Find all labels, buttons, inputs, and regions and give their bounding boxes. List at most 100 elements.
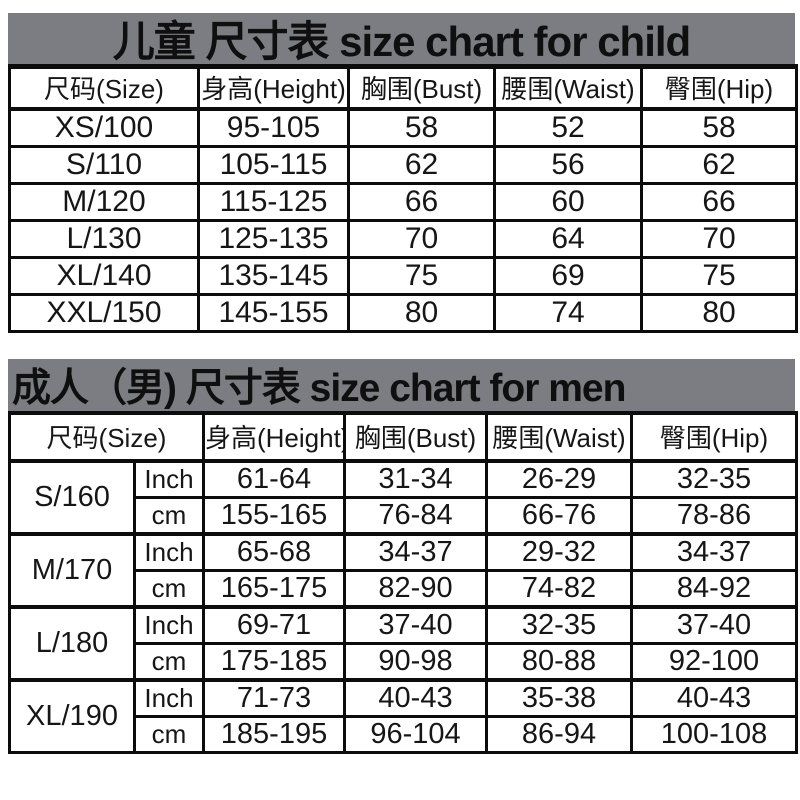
- child-size-chart: 儿童 尺寸表 size chart for child 尺码(Size) 身高(…: [8, 13, 798, 333]
- column-header-waist: 腰围(Waist): [485, 410, 633, 463]
- table-row: M/170 Inch 65-68 34-37 29-32 34-37: [8, 531, 798, 608]
- size-cell: S/110: [8, 144, 200, 185]
- table-row: L/130 125-135 70 64 70: [8, 218, 798, 259]
- column-header-height: 身高(Height): [197, 64, 350, 111]
- size-chart-page: 儿童 尺寸表 size chart for child 尺码(Size) 身高(…: [8, 13, 798, 754]
- unit-cell: Inch: [133, 604, 205, 645]
- men-header-row: 尺码(Size) 身高(Height) 胸围(Bust) 腰围(Waist) 臀…: [8, 410, 798, 463]
- men-size-chart: 成人（男) 尺寸表 size chart for men 尺码(Size) 身高…: [8, 358, 798, 754]
- table-cell: 95-105: [197, 107, 350, 148]
- table-cell: 75: [347, 255, 496, 296]
- table-row: XXL/150 145-155 80 74 80: [8, 292, 798, 333]
- size-cell: XL/140: [8, 255, 200, 296]
- table-cell: 40-43: [343, 677, 488, 718]
- table-cell: 175-185: [202, 642, 346, 681]
- table-cell: 165-175: [202, 569, 346, 608]
- table-cell: 80-88: [485, 642, 633, 681]
- table-cell: 82-90: [343, 569, 488, 608]
- table-cell: 70: [347, 218, 496, 259]
- table-cell: 61-64: [202, 458, 346, 499]
- table-cell: 40-43: [630, 677, 798, 718]
- table-cell: 76-84: [343, 496, 488, 535]
- table-cell: 115-125: [197, 181, 350, 222]
- table-cell: 92-100: [630, 642, 798, 681]
- table-cell: 32-35: [485, 604, 633, 645]
- table-cell: 66-76: [485, 496, 633, 535]
- unit-cell: cm: [133, 496, 205, 535]
- column-header-bust: 胸围(Bust): [347, 64, 496, 111]
- size-cell: L/130: [8, 218, 200, 259]
- table-row: L/180 Inch 69-71 37-40 32-35 37-40: [8, 604, 798, 681]
- column-header-height: 身高(Height): [202, 410, 346, 463]
- table-cell: 62: [347, 144, 496, 185]
- table-cell: 96-104: [343, 715, 488, 754]
- table-row: M/120 115-125 66 60 66: [8, 181, 798, 222]
- table-cell: 26-29: [485, 458, 633, 499]
- table-cell: 35-38: [485, 677, 633, 718]
- table-cell: 86-94: [485, 715, 633, 754]
- table-cell: 80: [347, 292, 496, 333]
- table-cell: 80: [640, 292, 798, 333]
- table-cell: 155-165: [202, 496, 346, 535]
- table-row: cm 175-185 90-98 80-88 92-100: [10, 642, 798, 681]
- column-header-bust: 胸围(Bust): [343, 410, 488, 463]
- table-cell: 185-195: [202, 715, 346, 754]
- size-cell: M/170: [8, 531, 136, 608]
- men-chart-title: 成人（男) 尺寸表 size chart for men: [8, 358, 795, 411]
- table-cell: 105-115: [197, 144, 350, 185]
- column-header-size: 尺码(Size): [8, 410, 205, 463]
- unit-cell: Inch: [133, 677, 205, 718]
- table-cell: 66: [347, 181, 496, 222]
- table-cell: 56: [493, 144, 643, 185]
- table-cell: 37-40: [343, 604, 488, 645]
- table-row: cm 185-195 96-104 86-94 100-108: [10, 715, 798, 754]
- table-cell: 62: [640, 144, 798, 185]
- men-size-table: 尺码(Size) 身高(Height) 胸围(Bust) 腰围(Waist) 臀…: [8, 410, 798, 754]
- child-size-table: 尺码(Size) 身高(Height) 胸围(Bust) 腰围(Waist) 臀…: [8, 64, 798, 333]
- table-row: XS/100 95-105 58 52 58: [8, 107, 798, 148]
- table-row: cm 165-175 82-90 74-82 84-92: [10, 569, 798, 608]
- table-cell: 52: [493, 107, 643, 148]
- table-cell: 74: [493, 292, 643, 333]
- size-cell: M/120: [8, 181, 200, 222]
- table-cell: 71-73: [202, 677, 346, 718]
- table-cell: 58: [347, 107, 496, 148]
- table-cell: 34-37: [343, 531, 488, 572]
- size-cell: L/180: [8, 604, 136, 681]
- table-cell: 32-35: [630, 458, 798, 499]
- table-row: cm 155-165 76-84 66-76 78-86: [10, 496, 798, 535]
- table-cell: 37-40: [630, 604, 798, 645]
- table-cell: 145-155: [197, 292, 350, 333]
- table-cell: 66: [640, 181, 798, 222]
- table-cell: 65-68: [202, 531, 346, 572]
- column-header-hip: 臀围(Hip): [640, 64, 798, 111]
- column-header-size: 尺码(Size): [8, 64, 200, 111]
- table-row: S/110 105-115 62 56 62: [8, 144, 798, 185]
- size-cell: XXL/150: [8, 292, 200, 333]
- size-cell: XL/190: [8, 677, 136, 754]
- size-cell: S/160: [8, 458, 136, 535]
- table-cell: 31-34: [343, 458, 488, 499]
- table-cell: 69-71: [202, 604, 346, 645]
- table-cell: 29-32: [485, 531, 633, 572]
- table-cell: 60: [493, 181, 643, 222]
- table-cell: 100-108: [630, 715, 798, 754]
- table-cell: 84-92: [630, 569, 798, 608]
- table-cell: 58: [640, 107, 798, 148]
- size-cell: XS/100: [8, 107, 200, 148]
- child-chart-title: 儿童 尺寸表 size chart for child: [8, 13, 795, 64]
- table-row: XL/190 Inch 71-73 40-43 35-38 40-43: [8, 677, 798, 754]
- table-cell: 74-82: [485, 569, 633, 608]
- table-cell: 34-37: [630, 531, 798, 572]
- table-cell: 75: [640, 255, 798, 296]
- column-header-waist: 腰围(Waist): [493, 64, 643, 111]
- unit-cell: cm: [133, 715, 205, 754]
- unit-cell: Inch: [133, 531, 205, 572]
- table-cell: 64: [493, 218, 643, 259]
- table-cell: 78-86: [630, 496, 798, 535]
- unit-cell: cm: [133, 642, 205, 681]
- table-row: XL/140 135-145 75 69 75: [8, 255, 798, 296]
- unit-cell: cm: [133, 569, 205, 608]
- column-header-hip: 臀围(Hip): [630, 410, 798, 463]
- table-row: S/160 Inch 61-64 31-34 26-29 32-35: [8, 458, 798, 535]
